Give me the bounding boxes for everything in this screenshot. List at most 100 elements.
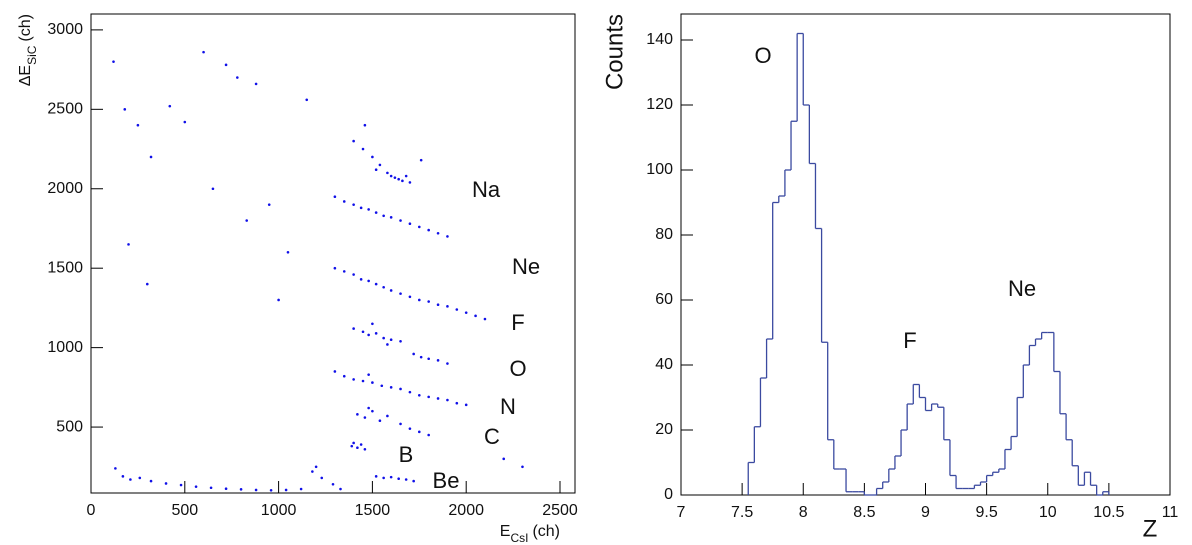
- point: [356, 446, 359, 450]
- point: [382, 476, 385, 480]
- x-tick-label: 9: [921, 504, 930, 521]
- annotation: Ne: [512, 254, 540, 279]
- point: [350, 444, 354, 448]
- point: [286, 251, 290, 254]
- point: [521, 465, 524, 469]
- point: [367, 406, 370, 410]
- point: [149, 479, 153, 483]
- annotation: O: [509, 356, 526, 381]
- point: [397, 477, 400, 481]
- point: [352, 273, 355, 276]
- y-tick-label: 140: [646, 31, 673, 48]
- y-tick-label: 2000: [47, 180, 83, 197]
- left-frame: [90, 13, 576, 494]
- point: [136, 123, 140, 127]
- x-axis-label-part: (ch): [532, 523, 560, 540]
- point: [412, 479, 415, 483]
- right-frame: [680, 13, 1171, 496]
- point: [224, 63, 228, 67]
- point: [386, 343, 389, 346]
- x-tick-label: 1000: [261, 502, 297, 519]
- point: [236, 76, 239, 79]
- point: [446, 398, 449, 402]
- point: [412, 352, 415, 356]
- annotation: F: [511, 310, 524, 335]
- point: [371, 381, 374, 384]
- point: [436, 303, 440, 307]
- y-tick-label: 1000: [47, 339, 83, 356]
- x-axis-label: Z: [1143, 515, 1158, 542]
- point: [446, 362, 449, 365]
- point: [419, 355, 423, 359]
- y-tick-label: 40: [655, 356, 673, 373]
- point: [267, 203, 271, 206]
- point: [389, 338, 393, 341]
- point: [389, 216, 393, 219]
- x-axis-label: ECsI (ch): [500, 523, 560, 545]
- y-tick-label: 0: [664, 486, 673, 503]
- point: [342, 200, 346, 203]
- y-tick-label: 2500: [47, 101, 83, 118]
- point: [138, 476, 142, 480]
- point: [408, 222, 412, 226]
- point: [401, 179, 404, 183]
- point: [342, 270, 346, 273]
- point: [427, 357, 430, 361]
- y-axis-label: ΔESiC (ch): [17, 14, 39, 86]
- point: [408, 390, 412, 394]
- point: [389, 289, 393, 292]
- point: [386, 414, 389, 418]
- point: [404, 174, 408, 178]
- point: [367, 279, 370, 283]
- point: [305, 98, 309, 102]
- y-tick-label: 500: [56, 418, 83, 435]
- y-tick-label: 3000: [47, 21, 83, 38]
- y-axis-label-part: (ch): [17, 14, 34, 42]
- point: [311, 470, 314, 473]
- point: [121, 475, 125, 478]
- x-tick-label: 0: [87, 502, 96, 519]
- point: [408, 295, 412, 299]
- point: [455, 308, 459, 311]
- annotation: F: [903, 328, 916, 353]
- x-tick-label: 8.5: [853, 504, 875, 521]
- point: [378, 419, 382, 423]
- point: [399, 292, 402, 295]
- y-axis-label: Counts: [601, 14, 628, 90]
- point: [446, 235, 449, 238]
- point: [371, 322, 374, 326]
- point: [464, 403, 468, 407]
- x-tick-label: 9.5: [976, 504, 998, 521]
- point: [363, 416, 367, 419]
- point: [371, 155, 374, 159]
- x-tick-label: 7.5: [731, 504, 753, 521]
- point: [331, 482, 335, 486]
- point: [404, 478, 408, 481]
- point: [359, 443, 363, 446]
- annotation: N: [500, 394, 516, 419]
- point: [446, 305, 449, 308]
- point: [211, 187, 215, 191]
- point: [363, 123, 367, 127]
- x-tick-label: 1500: [355, 502, 391, 519]
- point: [284, 488, 288, 492]
- point: [145, 282, 149, 286]
- annotation: Ne: [1008, 276, 1036, 301]
- y-tick-label: 100: [646, 161, 673, 178]
- point: [374, 332, 378, 335]
- annotation: B: [399, 442, 414, 467]
- point: [367, 333, 370, 337]
- point: [436, 359, 440, 362]
- point: [183, 120, 187, 124]
- point: [367, 208, 370, 211]
- point: [371, 409, 374, 413]
- annotation: Na: [472, 177, 501, 202]
- point: [399, 219, 402, 222]
- point: [112, 60, 115, 63]
- point: [455, 401, 459, 405]
- x-tick-label: 2500: [542, 502, 578, 519]
- point: [389, 386, 393, 389]
- point: [269, 488, 273, 492]
- point: [399, 422, 402, 426]
- point: [474, 314, 477, 318]
